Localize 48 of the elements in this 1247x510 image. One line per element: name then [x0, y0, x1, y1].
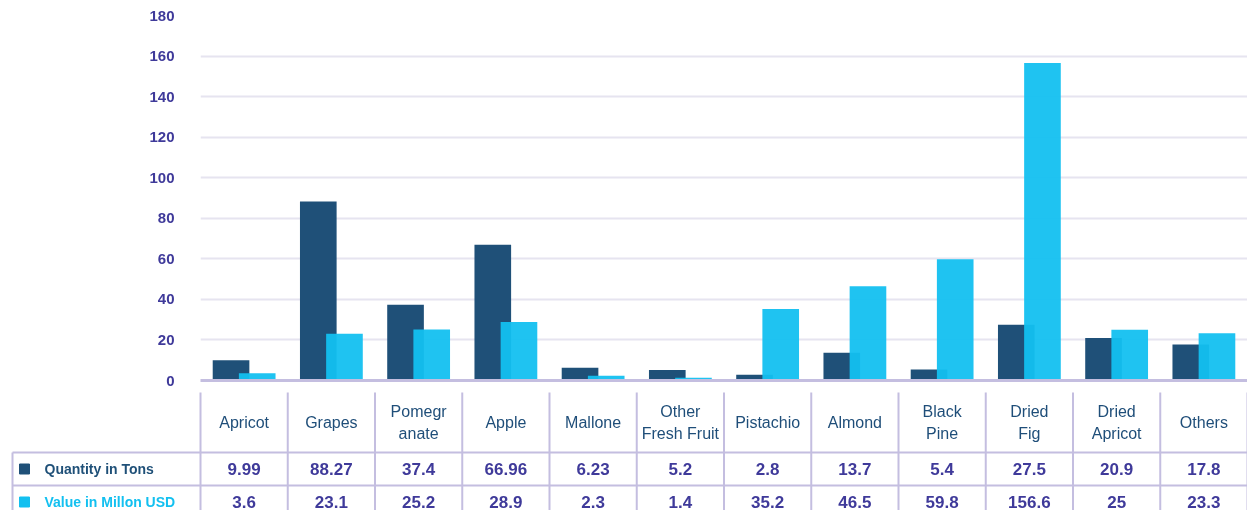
data-label: 1.4: [668, 493, 693, 510]
legend-label: Value in Millon USD: [44, 494, 176, 510]
data-label: 13.7: [838, 460, 872, 479]
y-tick-label: 160: [149, 47, 175, 65]
x-tick-label: Pistachio: [735, 414, 801, 431]
data-label: 35.2: [751, 493, 785, 510]
data-label: 156.6: [1008, 493, 1051, 510]
data-label: 28.9: [489, 493, 523, 510]
data-label: 27.5: [1012, 460, 1046, 479]
data-label: 5.2: [668, 460, 693, 479]
x-tick-label: Apple: [485, 414, 527, 431]
data-label: 9.99: [227, 460, 261, 479]
data-label: 23.3: [1187, 493, 1221, 510]
data-label: 17.8: [1187, 460, 1221, 479]
x-tick-label: Mallone: [565, 414, 622, 431]
x-tick-label: Black Pine: [922, 403, 963, 442]
data-label: 66.96: [484, 460, 528, 479]
data-label: 5.4: [930, 460, 955, 479]
x-tick-label: Other Fresh Fruit: [641, 403, 720, 442]
y-tick-label: 140: [149, 87, 175, 105]
x-tick-label: Apricot: [219, 414, 270, 431]
x-tick-label: Grapes: [305, 414, 358, 431]
y-tick-label: 0: [166, 371, 175, 389]
y-tick-label: 100: [149, 168, 175, 186]
x-tick-label: Dried Apricot: [1091, 403, 1143, 442]
data-label: 23.1: [314, 493, 348, 510]
data-label: 88.27: [310, 460, 353, 479]
y-tick-label: 80: [157, 209, 175, 227]
x-tick-label: Almond: [827, 414, 882, 431]
data-label: 6.23: [576, 460, 610, 479]
y-tick-label: 180: [149, 6, 175, 24]
y-tick-label: 120: [149, 128, 175, 146]
y-tick-label: 60: [157, 249, 175, 267]
y-tick-label: 40: [157, 290, 175, 308]
data-label: 59.8: [925, 493, 959, 510]
data-label: 25: [1107, 493, 1127, 510]
data-label: 25.2: [402, 493, 436, 510]
x-tick-label: Others: [1179, 414, 1228, 431]
data-label: 2.3: [581, 493, 605, 510]
data-label: 3.6: [232, 493, 256, 510]
x-tick-label: Pomegr anate: [390, 403, 448, 442]
data-label: 2.8: [755, 460, 780, 479]
legend-label: Quantity in Tons: [44, 461, 155, 477]
y-tick-label: 20: [157, 330, 175, 348]
data-label: 37.4: [402, 460, 436, 479]
data-label: 20.9: [1100, 460, 1134, 479]
data-label: 46.5: [838, 493, 872, 510]
x-tick-label: Dried Fig: [1010, 403, 1049, 442]
